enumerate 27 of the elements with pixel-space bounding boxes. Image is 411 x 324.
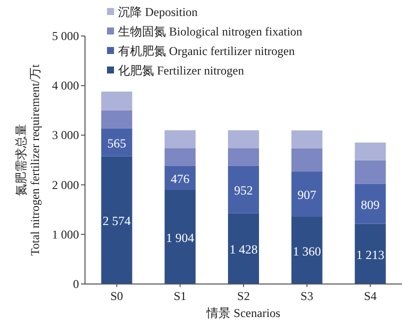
x-tick-label: S3 [300, 289, 314, 303]
x-tick-label: S0 [110, 289, 124, 303]
data-label: 565 [107, 136, 126, 150]
data-label: 476 [170, 172, 190, 186]
legend-label: 有机肥氮 Organic fertilizer nitrogen [118, 44, 295, 58]
y-tick-label: 5 000 [52, 29, 79, 43]
y-tick-label: 3 000 [52, 128, 79, 142]
y-tick-label: 2 000 [52, 178, 79, 192]
x-tick-label: S2 [237, 289, 250, 303]
data-label: 1 360 [292, 244, 321, 258]
y-tick-label: 4 000 [52, 78, 79, 93]
y-axis-title: 氮肥需求总量 Total nitrogen fertilizer requirement/万t [14, 64, 42, 256]
x-tick-label: S1 [174, 289, 186, 303]
legend-label: 化肥氮 Fertilizer nitrogen [118, 64, 244, 78]
data-label: 2 574 [102, 214, 132, 228]
data-label: 1 428 [229, 242, 258, 257]
data-label: 1 213 [356, 248, 384, 262]
x-tick-label: S4 [364, 289, 377, 303]
data-label: 809 [360, 198, 380, 212]
data-label: 952 [234, 184, 253, 198]
data-label: 907 [298, 188, 316, 202]
y-tick-label: 0 [73, 277, 79, 291]
x-axis-title: 情景 Scenarios [206, 306, 281, 320]
legend-label: 生物固氮 Biological nitrogen fixation [118, 24, 302, 38]
y-tick-label: 1 000 [52, 227, 79, 242]
legend-label: 沉降 Deposition [118, 5, 198, 19]
data-label: 1 904 [166, 230, 195, 245]
